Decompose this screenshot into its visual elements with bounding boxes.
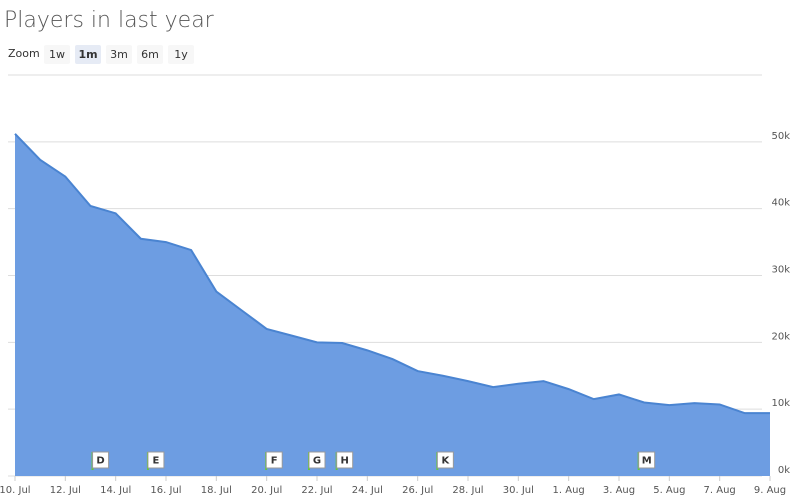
zoom-label: Zoom [8, 47, 40, 60]
x-tick-label: 12. Jul [50, 485, 81, 496]
zoom-button-bg[interactable] [168, 45, 194, 64]
x-tick-label: 24. Jul [352, 485, 383, 496]
flag-label: F [271, 456, 278, 467]
zoom-button[interactable]: 1y [168, 45, 194, 64]
x-tick-label: 22. Jul [301, 485, 332, 496]
x-tick-label: 1. Aug [553, 485, 585, 496]
flag: H [335, 451, 354, 470]
line [14, 133, 770, 415]
zoom-button[interactable]: 1m [75, 45, 101, 64]
zoom-button-bg[interactable] [106, 45, 132, 64]
flag-label: K [441, 456, 450, 467]
flag-label: E [153, 456, 160, 467]
zoom-button-bg[interactable] [75, 45, 101, 64]
flag-box [147, 451, 165, 469]
zoom-button[interactable]: 1w [44, 45, 70, 64]
x-tick-label: 14. Jul [100, 485, 131, 496]
y-tick-label: 30k [771, 265, 790, 276]
zoom-button-label[interactable]: 1w [49, 48, 65, 61]
flag-label: D [96, 456, 104, 467]
flag-label: M [642, 456, 652, 467]
flag: E [146, 451, 165, 470]
zoom-button-label[interactable]: 3m [110, 48, 128, 61]
zoom-button-bg[interactable] [137, 45, 163, 64]
area [15, 133, 770, 476]
flag: M [637, 451, 656, 470]
x-tick-label: 16. Jul [150, 485, 181, 496]
x-tick-label: 7. Aug [704, 485, 736, 496]
flag-box [336, 451, 354, 469]
zoom-button[interactable]: 6m [137, 45, 163, 64]
zoom-button-label[interactable]: 6m [141, 48, 159, 61]
x-tick-label: 26. Jul [402, 485, 433, 496]
x-tick-label: 10. Jul [0, 485, 31, 496]
y-tick-label: 40k [771, 198, 790, 209]
zoom-button-label[interactable]: 1y [174, 48, 188, 61]
flag-box [265, 451, 283, 469]
flag: F [265, 451, 283, 470]
x-tick-label: 3. Aug [603, 485, 635, 496]
flag-label: G [313, 456, 321, 467]
y-tick-label: 20k [771, 331, 790, 342]
y-tick-label: 0k [778, 465, 790, 476]
x-tick-label: 18. Jul [201, 485, 232, 496]
y-tick-label: 50k [771, 131, 790, 142]
flag-box [638, 451, 656, 469]
flag: G [308, 451, 326, 470]
flag: K [436, 451, 454, 470]
flag-box [92, 451, 110, 469]
x-tick-label: 20. Jul [251, 485, 282, 496]
chart-title: Players in last year [4, 8, 215, 33]
zoom-button-label[interactable]: 1m [78, 48, 97, 61]
x-tick-label: 30. Jul [503, 485, 534, 496]
y-tick-label: 10k [771, 398, 790, 409]
flag-box [308, 451, 326, 469]
x-tick-label: 28. Jul [452, 485, 483, 496]
flag-label: H [340, 456, 348, 467]
zoom-button-bg[interactable] [44, 45, 70, 64]
zoom-button[interactable]: 3m [106, 45, 132, 64]
flag: D [91, 451, 110, 470]
x-tick-label: 5. Aug [653, 485, 685, 496]
flag-box [436, 451, 454, 469]
x-tick-label: 9. Aug [754, 485, 786, 496]
